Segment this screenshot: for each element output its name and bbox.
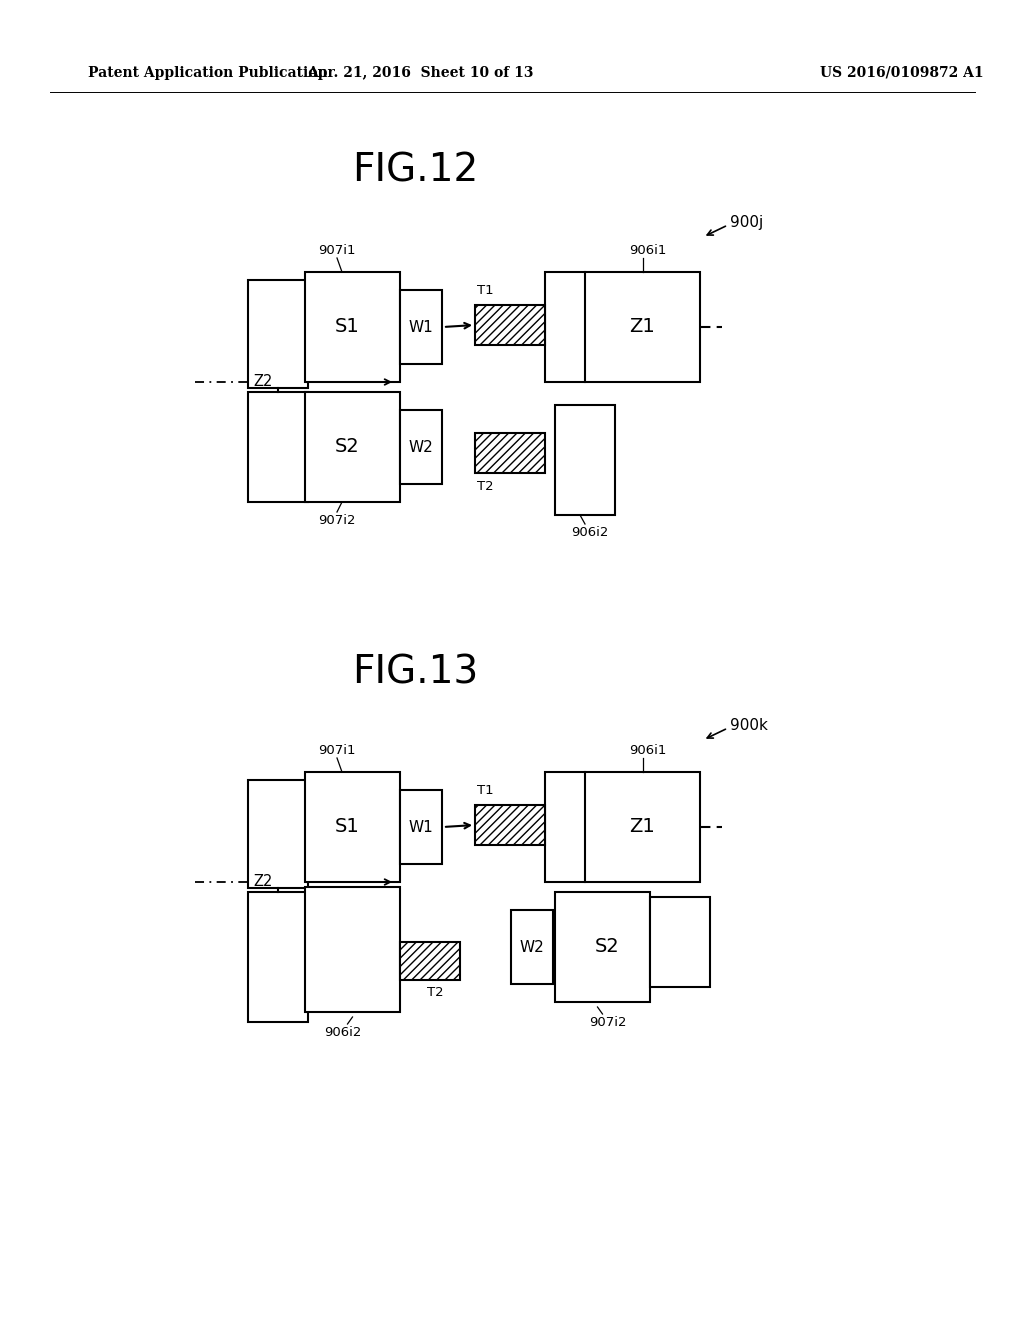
Bar (555, 405, 615, 515)
Text: T1: T1 (477, 285, 494, 297)
Bar (511, 909, 553, 983)
Text: 906i2: 906i2 (324, 1026, 361, 1039)
Bar (545, 272, 700, 381)
Text: W2: W2 (519, 940, 545, 954)
Text: Z2: Z2 (253, 874, 272, 890)
Bar (545, 772, 700, 882)
Bar (248, 780, 308, 888)
Bar (555, 892, 650, 1002)
Text: W1: W1 (409, 319, 433, 334)
Bar (475, 433, 545, 473)
Bar (475, 805, 545, 845)
Text: S1: S1 (335, 318, 359, 337)
Text: Z1: Z1 (630, 318, 655, 337)
Text: W1: W1 (409, 820, 433, 834)
Bar (305, 272, 400, 381)
Bar (400, 942, 460, 979)
Bar (400, 290, 442, 364)
Text: FIG.12: FIG.12 (352, 150, 478, 189)
Text: 900j: 900j (730, 214, 763, 230)
Text: S2: S2 (335, 437, 359, 457)
Bar (305, 392, 400, 502)
Bar (248, 280, 308, 388)
Text: T2: T2 (477, 480, 494, 494)
Text: 906i2: 906i2 (571, 527, 608, 540)
Text: 907i2: 907i2 (318, 513, 355, 527)
Bar (650, 898, 710, 987)
Text: S1: S1 (335, 817, 359, 837)
Bar (400, 789, 442, 865)
Bar (475, 305, 545, 345)
Text: US 2016/0109872 A1: US 2016/0109872 A1 (820, 66, 984, 81)
Text: FIG.13: FIG.13 (352, 653, 478, 690)
Text: Z2: Z2 (253, 375, 272, 389)
Text: T1: T1 (477, 784, 494, 797)
Bar (305, 887, 400, 1012)
Text: 907i2: 907i2 (589, 1015, 627, 1028)
Text: 907i1: 907i1 (318, 243, 355, 256)
Text: Z1: Z1 (630, 817, 655, 837)
Text: 906i1: 906i1 (629, 743, 667, 756)
Text: Patent Application Publication: Patent Application Publication (88, 66, 328, 81)
Text: T2: T2 (427, 986, 443, 998)
Bar (248, 392, 308, 502)
Text: 900k: 900k (730, 718, 768, 733)
Text: W2: W2 (409, 440, 433, 454)
Text: 906i1: 906i1 (629, 243, 667, 256)
Bar (305, 772, 400, 882)
Bar (400, 411, 442, 484)
Bar (248, 892, 308, 1022)
Text: S2: S2 (595, 937, 620, 957)
Text: 907i1: 907i1 (318, 743, 355, 756)
Text: Apr. 21, 2016  Sheet 10 of 13: Apr. 21, 2016 Sheet 10 of 13 (307, 66, 534, 81)
